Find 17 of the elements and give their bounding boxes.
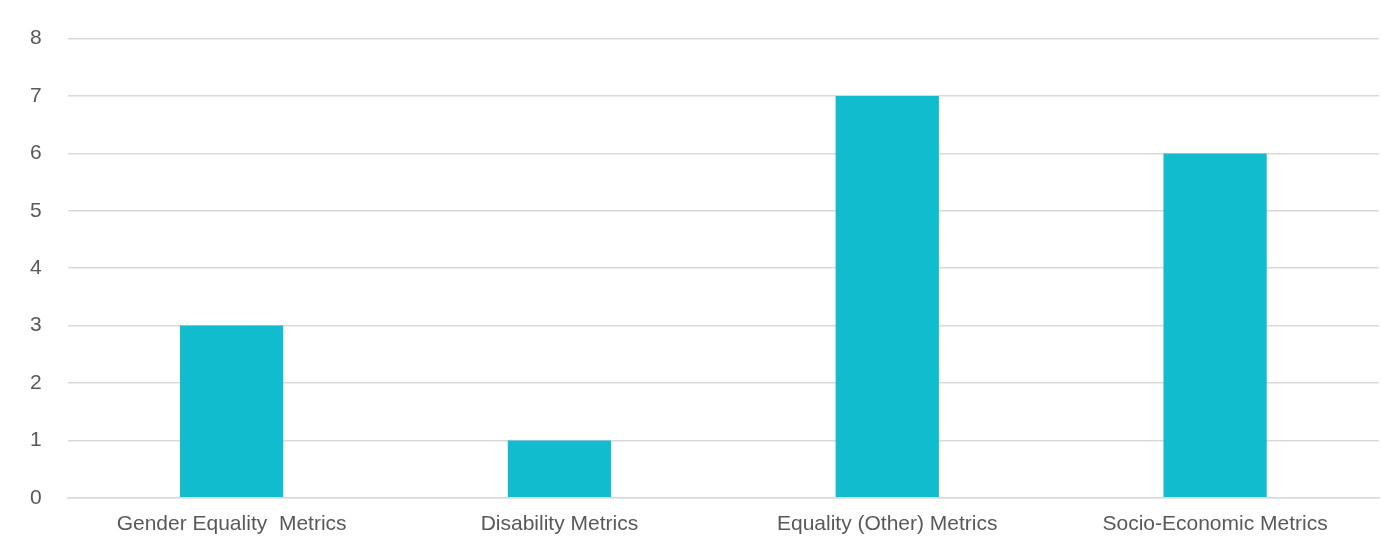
y-tick-label: 6 bbox=[29, 140, 42, 164]
y-tick-label: 4 bbox=[29, 255, 42, 278]
bar bbox=[835, 96, 939, 498]
bar bbox=[507, 440, 612, 498]
y-tick-label: 3 bbox=[29, 312, 42, 336]
x-tick-label: Socio-Economic Metrics bbox=[1102, 511, 1328, 535]
y-tick-label: 2 bbox=[29, 369, 42, 393]
bar bbox=[179, 325, 284, 498]
bar bbox=[1163, 153, 1267, 498]
y-tick-label: 1 bbox=[29, 427, 42, 451]
x-tick-label: Equality (Other) Metrics bbox=[776, 511, 998, 535]
y-tick-label: 0 bbox=[29, 484, 42, 508]
y-tick-label: 8 bbox=[29, 25, 42, 49]
x-tick-label: Gender Equality Metrics bbox=[116, 511, 347, 535]
y-tick-label: 7 bbox=[29, 82, 42, 106]
y-tick-label: 5 bbox=[29, 197, 42, 221]
x-tick-label: Disability Metrics bbox=[480, 511, 639, 535]
